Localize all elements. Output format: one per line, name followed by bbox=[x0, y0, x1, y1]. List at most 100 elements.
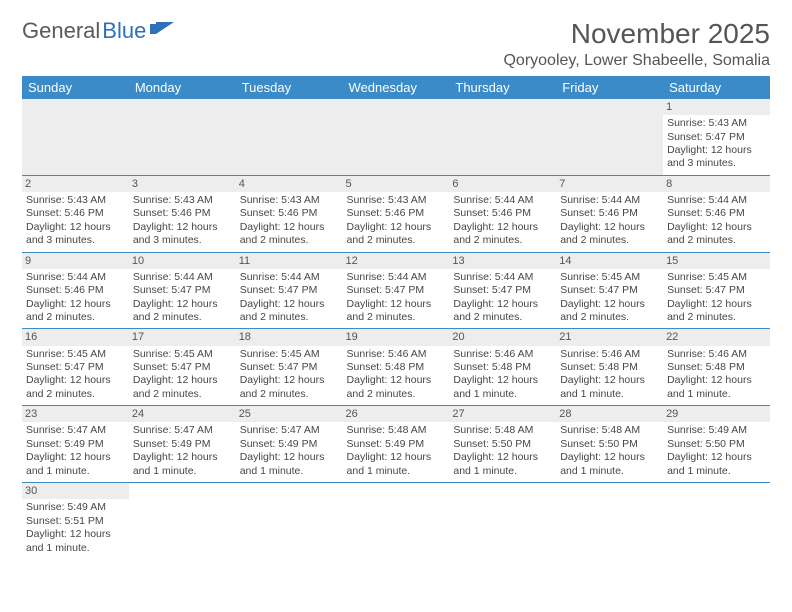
day-details: Sunrise: 5:49 AMSunset: 5:51 PMDaylight:… bbox=[26, 501, 125, 555]
day-details: Sunrise: 5:45 AMSunset: 5:47 PMDaylight:… bbox=[26, 348, 125, 402]
daylight-text: Daylight: 12 hours and 1 minute. bbox=[560, 374, 659, 401]
sunset-text: Sunset: 5:47 PM bbox=[133, 284, 232, 297]
calendar-cell bbox=[236, 99, 343, 175]
sunrise-text: Sunrise: 5:44 AM bbox=[240, 271, 339, 284]
calendar-cell: 18Sunrise: 5:45 AMSunset: 5:47 PMDayligh… bbox=[236, 329, 343, 406]
calendar-cell: 11Sunrise: 5:44 AMSunset: 5:47 PMDayligh… bbox=[236, 252, 343, 329]
day-details: Sunrise: 5:46 AMSunset: 5:48 PMDaylight:… bbox=[347, 348, 446, 402]
daylight-text: Daylight: 12 hours and 2 minutes. bbox=[26, 298, 125, 325]
day-details: Sunrise: 5:48 AMSunset: 5:50 PMDaylight:… bbox=[453, 424, 552, 478]
calendar-week-row: 1Sunrise: 5:43 AMSunset: 5:47 PMDaylight… bbox=[22, 99, 770, 175]
day-number: 20 bbox=[449, 329, 556, 345]
day-details: Sunrise: 5:43 AMSunset: 5:46 PMDaylight:… bbox=[133, 194, 232, 248]
day-number: 30 bbox=[22, 483, 129, 499]
sunset-text: Sunset: 5:47 PM bbox=[667, 131, 766, 144]
sunrise-text: Sunrise: 5:49 AM bbox=[26, 501, 125, 514]
daylight-text: Daylight: 12 hours and 1 minute. bbox=[667, 451, 766, 478]
day-details: Sunrise: 5:43 AMSunset: 5:46 PMDaylight:… bbox=[240, 194, 339, 248]
day-number: 27 bbox=[449, 406, 556, 422]
sunset-text: Sunset: 5:49 PM bbox=[133, 438, 232, 451]
daylight-text: Daylight: 12 hours and 2 minutes. bbox=[560, 298, 659, 325]
sunrise-text: Sunrise: 5:48 AM bbox=[347, 424, 446, 437]
day-number: 10 bbox=[129, 253, 236, 269]
calendar-cell: 24Sunrise: 5:47 AMSunset: 5:49 PMDayligh… bbox=[129, 406, 236, 483]
day-header: Friday bbox=[556, 76, 663, 99]
day-details: Sunrise: 5:48 AMSunset: 5:49 PMDaylight:… bbox=[347, 424, 446, 478]
day-details: Sunrise: 5:43 AMSunset: 5:46 PMDaylight:… bbox=[26, 194, 125, 248]
sunrise-text: Sunrise: 5:45 AM bbox=[667, 271, 766, 284]
calendar-cell bbox=[129, 483, 236, 559]
calendar-cell: 20Sunrise: 5:46 AMSunset: 5:48 PMDayligh… bbox=[449, 329, 556, 406]
location-text: Qoryooley, Lower Shabeelle, Somalia bbox=[503, 52, 770, 70]
sunrise-text: Sunrise: 5:45 AM bbox=[133, 348, 232, 361]
sunset-text: Sunset: 5:47 PM bbox=[453, 284, 552, 297]
day-number: 13 bbox=[449, 253, 556, 269]
sunrise-text: Sunrise: 5:43 AM bbox=[240, 194, 339, 207]
sunset-text: Sunset: 5:46 PM bbox=[667, 207, 766, 220]
sunrise-text: Sunrise: 5:45 AM bbox=[26, 348, 125, 361]
sunrise-text: Sunrise: 5:44 AM bbox=[560, 194, 659, 207]
title-block: November 2025 Qoryooley, Lower Shabeelle… bbox=[503, 18, 770, 70]
day-number: 3 bbox=[129, 176, 236, 192]
day-number: 17 bbox=[129, 329, 236, 345]
day-header: Saturday bbox=[663, 76, 770, 99]
sunrise-text: Sunrise: 5:44 AM bbox=[453, 194, 552, 207]
sunrise-text: Sunrise: 5:46 AM bbox=[667, 348, 766, 361]
day-header: Sunday bbox=[22, 76, 129, 99]
sunrise-text: Sunrise: 5:48 AM bbox=[453, 424, 552, 437]
daylight-text: Daylight: 12 hours and 2 minutes. bbox=[560, 221, 659, 248]
day-details: Sunrise: 5:47 AMSunset: 5:49 PMDaylight:… bbox=[26, 424, 125, 478]
daylight-text: Daylight: 12 hours and 2 minutes. bbox=[133, 374, 232, 401]
calendar-cell: 23 Sunrise: 5:47 AMSunset: 5:49 PMDayligh… bbox=[22, 406, 129, 483]
day-details: Sunrise: 5:44 AMSunset: 5:46 PMDaylight:… bbox=[26, 271, 125, 325]
sunrise-text: Sunrise: 5:44 AM bbox=[26, 271, 125, 284]
day-header: Monday bbox=[129, 76, 236, 99]
day-details: Sunrise: 5:45 AMSunset: 5:47 PMDaylight:… bbox=[560, 271, 659, 325]
day-number: 23 bbox=[22, 406, 129, 422]
day-number: 15 bbox=[663, 253, 770, 269]
daylight-text: Daylight: 12 hours and 2 minutes. bbox=[667, 298, 766, 325]
day-details: Sunrise: 5:44 AMSunset: 5:46 PMDaylight:… bbox=[453, 194, 552, 248]
day-number: 16 bbox=[22, 329, 129, 345]
day-details: Sunrise: 5:47 AMSunset: 5:49 PMDaylight:… bbox=[133, 424, 232, 478]
daylight-text: Daylight: 12 hours and 2 minutes. bbox=[453, 221, 552, 248]
daylight-text: Daylight: 12 hours and 2 minutes. bbox=[240, 374, 339, 401]
calendar-cell bbox=[129, 99, 236, 175]
calendar-cell: 17Sunrise: 5:45 AMSunset: 5:47 PMDayligh… bbox=[129, 329, 236, 406]
day-number: 12 bbox=[343, 253, 450, 269]
calendar-cell: 9Sunrise: 5:44 AMSunset: 5:46 PMDaylight… bbox=[22, 252, 129, 329]
calendar-cell: 6Sunrise: 5:44 AMSunset: 5:46 PMDaylight… bbox=[449, 175, 556, 252]
day-details: Sunrise: 5:44 AMSunset: 5:46 PMDaylight:… bbox=[560, 194, 659, 248]
day-number: 18 bbox=[236, 329, 343, 345]
daylight-text: Daylight: 12 hours and 3 minutes. bbox=[667, 144, 766, 171]
calendar-cell bbox=[22, 99, 129, 175]
calendar-cell bbox=[663, 483, 770, 559]
day-number: 21 bbox=[556, 329, 663, 345]
day-details: Sunrise: 5:44 AMSunset: 5:46 PMDaylight:… bbox=[667, 194, 766, 248]
calendar-cell: 7Sunrise: 5:44 AMSunset: 5:46 PMDaylight… bbox=[556, 175, 663, 252]
sunset-text: Sunset: 5:47 PM bbox=[667, 284, 766, 297]
sunrise-text: Sunrise: 5:46 AM bbox=[560, 348, 659, 361]
calendar-cell: 26 Sunrise: 5:48 AMSunset: 5:49 PMDayligh… bbox=[343, 406, 450, 483]
day-header: Thursday bbox=[449, 76, 556, 99]
day-number: 26 bbox=[343, 406, 450, 422]
brand-part2: Blue bbox=[102, 18, 146, 44]
calendar-cell: 16 Sunrise: 5:45 AMSunset: 5:47 PMDayligh… bbox=[22, 329, 129, 406]
day-number: 8 bbox=[663, 176, 770, 192]
calendar-cell: 10Sunrise: 5:44 AMSunset: 5:47 PMDayligh… bbox=[129, 252, 236, 329]
day-header-row: Sunday Monday Tuesday Wednesday Thursday… bbox=[22, 76, 770, 99]
day-number: 5 bbox=[343, 176, 450, 192]
calendar-cell bbox=[449, 483, 556, 559]
daylight-text: Daylight: 12 hours and 2 minutes. bbox=[667, 221, 766, 248]
sunset-text: Sunset: 5:46 PM bbox=[133, 207, 232, 220]
calendar-cell bbox=[343, 483, 450, 559]
day-details: Sunrise: 5:49 AMSunset: 5:50 PMDaylight:… bbox=[667, 424, 766, 478]
day-details: Sunrise: 5:46 AMSunset: 5:48 PMDaylight:… bbox=[560, 348, 659, 402]
daylight-text: Daylight: 12 hours and 1 minute. bbox=[560, 451, 659, 478]
sunset-text: Sunset: 5:46 PM bbox=[26, 207, 125, 220]
calendar-cell: 2Sunrise: 5:43 AMSunset: 5:46 PMDaylight… bbox=[22, 175, 129, 252]
sunset-text: Sunset: 5:46 PM bbox=[26, 284, 125, 297]
sunrise-text: Sunrise: 5:43 AM bbox=[26, 194, 125, 207]
daylight-text: Daylight: 12 hours and 2 minutes. bbox=[347, 298, 446, 325]
sunrise-text: Sunrise: 5:46 AM bbox=[453, 348, 552, 361]
